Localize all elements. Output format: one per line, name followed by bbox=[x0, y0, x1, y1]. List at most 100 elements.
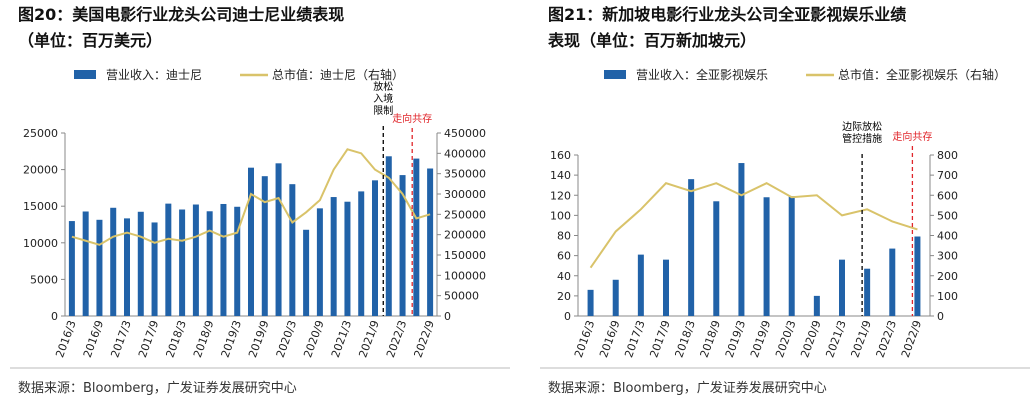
legend-label: 总市值：迪士尼（右轴） bbox=[272, 67, 404, 82]
y2-tick-label: 400 bbox=[937, 230, 958, 243]
bar bbox=[813, 295, 820, 316]
bar bbox=[248, 167, 254, 316]
bar bbox=[864, 268, 871, 316]
chart-title: 图21：新加坡电影行业龙头公司全亚影视娱乐业绩 bbox=[548, 5, 906, 24]
x-tick-label: 2022/3 bbox=[384, 319, 409, 360]
bar bbox=[763, 197, 770, 316]
y-tick-label: 0 bbox=[51, 310, 58, 323]
x-tick-label: 2020/3 bbox=[274, 319, 299, 360]
x-tick-label: 2022/3 bbox=[874, 319, 899, 360]
y2-tick-label: 300000 bbox=[444, 188, 486, 201]
x-tick-label: 2016/9 bbox=[597, 319, 622, 360]
y-tick-label: 20000 bbox=[23, 164, 58, 177]
bar bbox=[399, 175, 406, 316]
y2-tick-label: 600 bbox=[937, 189, 958, 202]
bar bbox=[96, 219, 103, 316]
bar bbox=[688, 179, 695, 316]
y-tick-label: 20 bbox=[557, 290, 571, 303]
y-tick-label: 160 bbox=[550, 149, 571, 162]
line bbox=[589, 182, 918, 269]
source: 数据来源：Bloomberg，广发证券发展研究中心 bbox=[548, 380, 827, 396]
source: 数据来源：Bloomberg，广发证券发展研究中心 bbox=[18, 380, 297, 396]
y-tick-label: 120 bbox=[550, 189, 571, 202]
y-tick-label: 60 bbox=[557, 250, 571, 263]
y2-tick-label: 800 bbox=[937, 149, 958, 162]
bar bbox=[220, 203, 227, 316]
bar bbox=[206, 211, 213, 316]
chart-title: （单位：百万美元） bbox=[18, 31, 162, 50]
y2-tick-label: 150000 bbox=[444, 249, 486, 262]
bar bbox=[275, 163, 282, 316]
y-tick-label: 0 bbox=[564, 310, 571, 323]
y2-tick-label: 450000 bbox=[444, 127, 486, 140]
x-tick-label: 2019/9 bbox=[748, 319, 773, 360]
bar bbox=[124, 218, 130, 316]
y2-tick-label: 500 bbox=[937, 209, 958, 222]
legend-label: 营业收入：迪士尼 bbox=[106, 68, 202, 82]
x-tick-label: 2019/3 bbox=[219, 319, 244, 360]
bar bbox=[68, 221, 75, 316]
y2-tick-label: 0 bbox=[444, 310, 451, 323]
x-tick-label: 2020/3 bbox=[773, 319, 798, 360]
annotation: 走向共存 bbox=[892, 130, 932, 143]
bar bbox=[151, 222, 158, 316]
bar bbox=[137, 211, 144, 316]
annotation: 走向共存 bbox=[392, 112, 432, 125]
bar bbox=[587, 289, 594, 316]
y-tick-label: 140 bbox=[550, 169, 571, 182]
bar bbox=[165, 203, 172, 316]
bar bbox=[612, 279, 619, 316]
x-tick-label: 2018/9 bbox=[698, 319, 723, 360]
x-tick-label: 2016/3 bbox=[53, 319, 78, 360]
bar bbox=[316, 208, 323, 316]
x-tick-label: 2019/3 bbox=[723, 319, 748, 360]
chart-title: 图20：美国电影行业龙头公司迪士尼业绩表现 bbox=[18, 5, 344, 24]
annotation: 边际放松管控措施 bbox=[842, 120, 882, 145]
y-tick-label: 40 bbox=[557, 270, 571, 283]
y2-tick-label: 300 bbox=[937, 250, 958, 263]
x-tick-label: 2016/3 bbox=[572, 319, 597, 360]
bar bbox=[914, 236, 921, 316]
y-tick-label: 100 bbox=[550, 209, 571, 222]
bar bbox=[788, 196, 795, 316]
y2-tick-label: 100000 bbox=[444, 269, 486, 282]
legend-swatch bbox=[74, 70, 96, 79]
x-tick-label: 2019/9 bbox=[246, 319, 271, 360]
bar bbox=[261, 176, 268, 316]
x-tick-label: 2016/9 bbox=[81, 319, 106, 360]
bar bbox=[234, 206, 241, 316]
y-tick-label: 25000 bbox=[23, 127, 58, 140]
annotation: 放松入境限制 bbox=[373, 80, 393, 117]
x-tick-label: 2021/9 bbox=[849, 319, 874, 360]
x-tick-label: 2021/3 bbox=[823, 319, 848, 360]
x-tick-label: 2018/9 bbox=[191, 319, 216, 360]
y2-tick-label: 0 bbox=[937, 310, 944, 323]
legend-swatch bbox=[604, 70, 626, 79]
bar bbox=[413, 158, 420, 316]
y2-tick-label: 200 bbox=[937, 270, 958, 283]
bar bbox=[344, 201, 351, 316]
bar bbox=[372, 180, 378, 316]
bar bbox=[663, 259, 669, 316]
bar bbox=[358, 191, 365, 316]
x-tick-label: 2018/3 bbox=[673, 319, 698, 360]
bar bbox=[839, 259, 845, 316]
bar bbox=[637, 254, 644, 316]
y-tick-label: 5000 bbox=[30, 273, 58, 286]
y2-tick-label: 200000 bbox=[444, 229, 486, 242]
x-tick-label: 2021/3 bbox=[329, 319, 354, 360]
bar bbox=[738, 163, 745, 316]
bar bbox=[330, 197, 337, 316]
chart-title: 表现（单位：百万新加坡元） bbox=[547, 31, 756, 50]
y2-tick-label: 100 bbox=[937, 290, 958, 303]
x-tick-label: 2018/3 bbox=[163, 319, 188, 360]
bar bbox=[192, 204, 199, 316]
bar bbox=[82, 211, 89, 316]
line bbox=[71, 148, 431, 246]
x-tick-label: 2017/3 bbox=[622, 319, 647, 360]
x-tick-label: 2020/9 bbox=[301, 319, 326, 360]
y-tick-label: 15000 bbox=[23, 200, 58, 213]
bar bbox=[385, 156, 392, 316]
